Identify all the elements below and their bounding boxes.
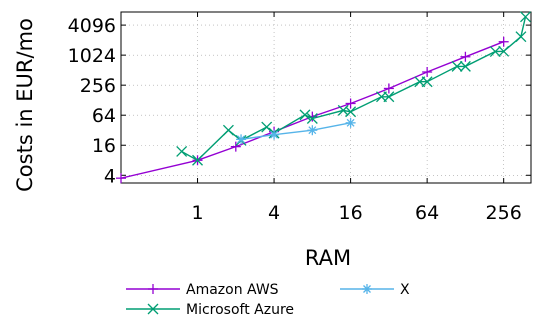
data-point	[422, 67, 433, 78]
series-microsoft-azure	[176, 11, 531, 166]
y-tick-label: 4	[104, 165, 116, 187]
grid	[121, 12, 531, 183]
x-tick-label: 16	[339, 202, 363, 224]
data-point	[345, 106, 357, 118]
series-layer	[116, 11, 531, 184]
x-tick-label: 4	[268, 202, 280, 224]
data-point	[489, 46, 501, 57]
y-tick-label: 16	[92, 135, 116, 157]
data-point	[116, 173, 126, 184]
plot-frame	[120, 11, 532, 184]
data-point	[460, 51, 471, 62]
x-tick-label: 64	[415, 202, 439, 224]
data-point	[261, 121, 273, 133]
series-x	[236, 117, 356, 145]
legend: Amazon AWS X Microsoft Azure	[126, 282, 410, 318]
legend-entry: Amazon AWS	[126, 282, 279, 298]
series-line	[181, 16, 527, 162]
y-tick-label: 1024	[68, 45, 116, 67]
data-point	[451, 60, 463, 72]
legend-entry: X	[340, 282, 410, 298]
data-point	[306, 113, 318, 124]
y-tick-label: 4096	[68, 15, 116, 37]
data-point	[307, 125, 318, 136]
data-point	[345, 98, 356, 109]
legend-label: Microsoft Azure	[186, 302, 294, 318]
y-tick-label: 64	[92, 105, 116, 127]
data-point	[269, 129, 280, 140]
legend-marker	[148, 284, 158, 294]
series-line	[241, 122, 351, 140]
series-amazon-aws	[116, 36, 509, 184]
data-point	[383, 83, 394, 94]
x-tick-label: 256	[486, 202, 522, 224]
data-point	[421, 76, 433, 88]
x-tick-label: 1	[191, 202, 203, 224]
data-point	[176, 146, 188, 157]
data-point	[345, 117, 356, 128]
data-point	[459, 60, 471, 72]
legend-marker	[362, 284, 372, 294]
legend-marker	[147, 303, 159, 315]
data-point	[299, 109, 311, 121]
data-point	[236, 134, 247, 145]
y-tick-label: 256	[80, 75, 116, 97]
data-point	[498, 45, 510, 57]
legend-entry: Microsoft Azure	[126, 302, 294, 318]
y-ticks: 4 16 64 256 1024 4096	[68, 15, 531, 187]
series-line	[120, 41, 504, 179]
data-point	[383, 91, 395, 103]
data-point	[192, 154, 203, 166]
data-point	[498, 36, 509, 47]
data-point	[222, 124, 234, 136]
legend-label: Amazon AWS	[186, 282, 279, 298]
legend-label: X	[400, 282, 410, 298]
x-ticks: 1 4 16 64 256	[191, 12, 522, 224]
data-point	[515, 31, 527, 43]
x-axis-label: RAM	[305, 246, 351, 270]
data-point	[230, 141, 241, 152]
y-axis-label: Costs in EUR/mo	[13, 18, 37, 192]
data-point	[520, 11, 531, 23]
